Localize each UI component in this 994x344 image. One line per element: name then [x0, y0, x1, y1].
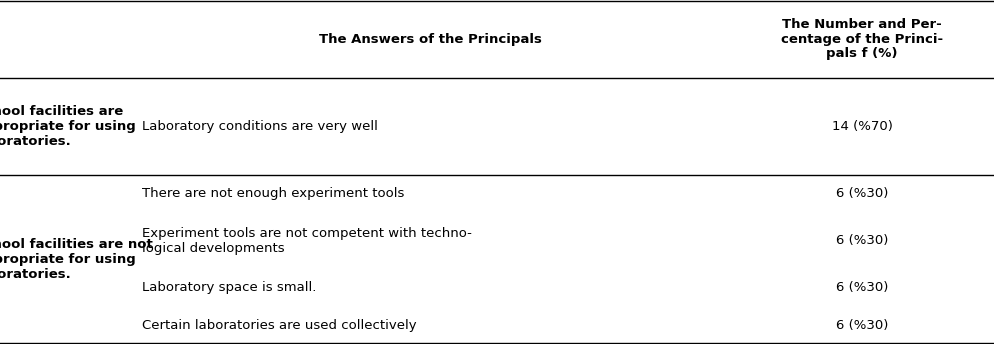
Text: 6 (%30): 6 (%30) — [836, 281, 889, 293]
Text: School facilities are
appropriate for using
laboratories.: School facilities are appropriate for us… — [0, 105, 136, 148]
Text: 14 (%70): 14 (%70) — [832, 120, 893, 133]
Text: There are not enough experiment tools: There are not enough experiment tools — [142, 187, 405, 201]
Text: School facilities are not
appropriate for using
laboratories.: School facilities are not appropriate fo… — [0, 238, 153, 281]
Text: Laboratory space is small.: Laboratory space is small. — [142, 281, 316, 293]
Text: 6 (%30): 6 (%30) — [836, 234, 889, 247]
Text: Laboratory conditions are very well: Laboratory conditions are very well — [142, 120, 378, 133]
Text: Certain laboratories are used collectively: Certain laboratories are used collective… — [142, 319, 416, 332]
Text: The Answers of the Principals: The Answers of the Principals — [318, 32, 542, 45]
Text: The Number and Per-
centage of the Princi-
pals f (%): The Number and Per- centage of the Princ… — [781, 18, 943, 61]
Text: Experiment tools are not competent with techno-
logical developments: Experiment tools are not competent with … — [142, 226, 472, 255]
Text: 6 (%30): 6 (%30) — [836, 187, 889, 201]
Text: 6 (%30): 6 (%30) — [836, 319, 889, 332]
